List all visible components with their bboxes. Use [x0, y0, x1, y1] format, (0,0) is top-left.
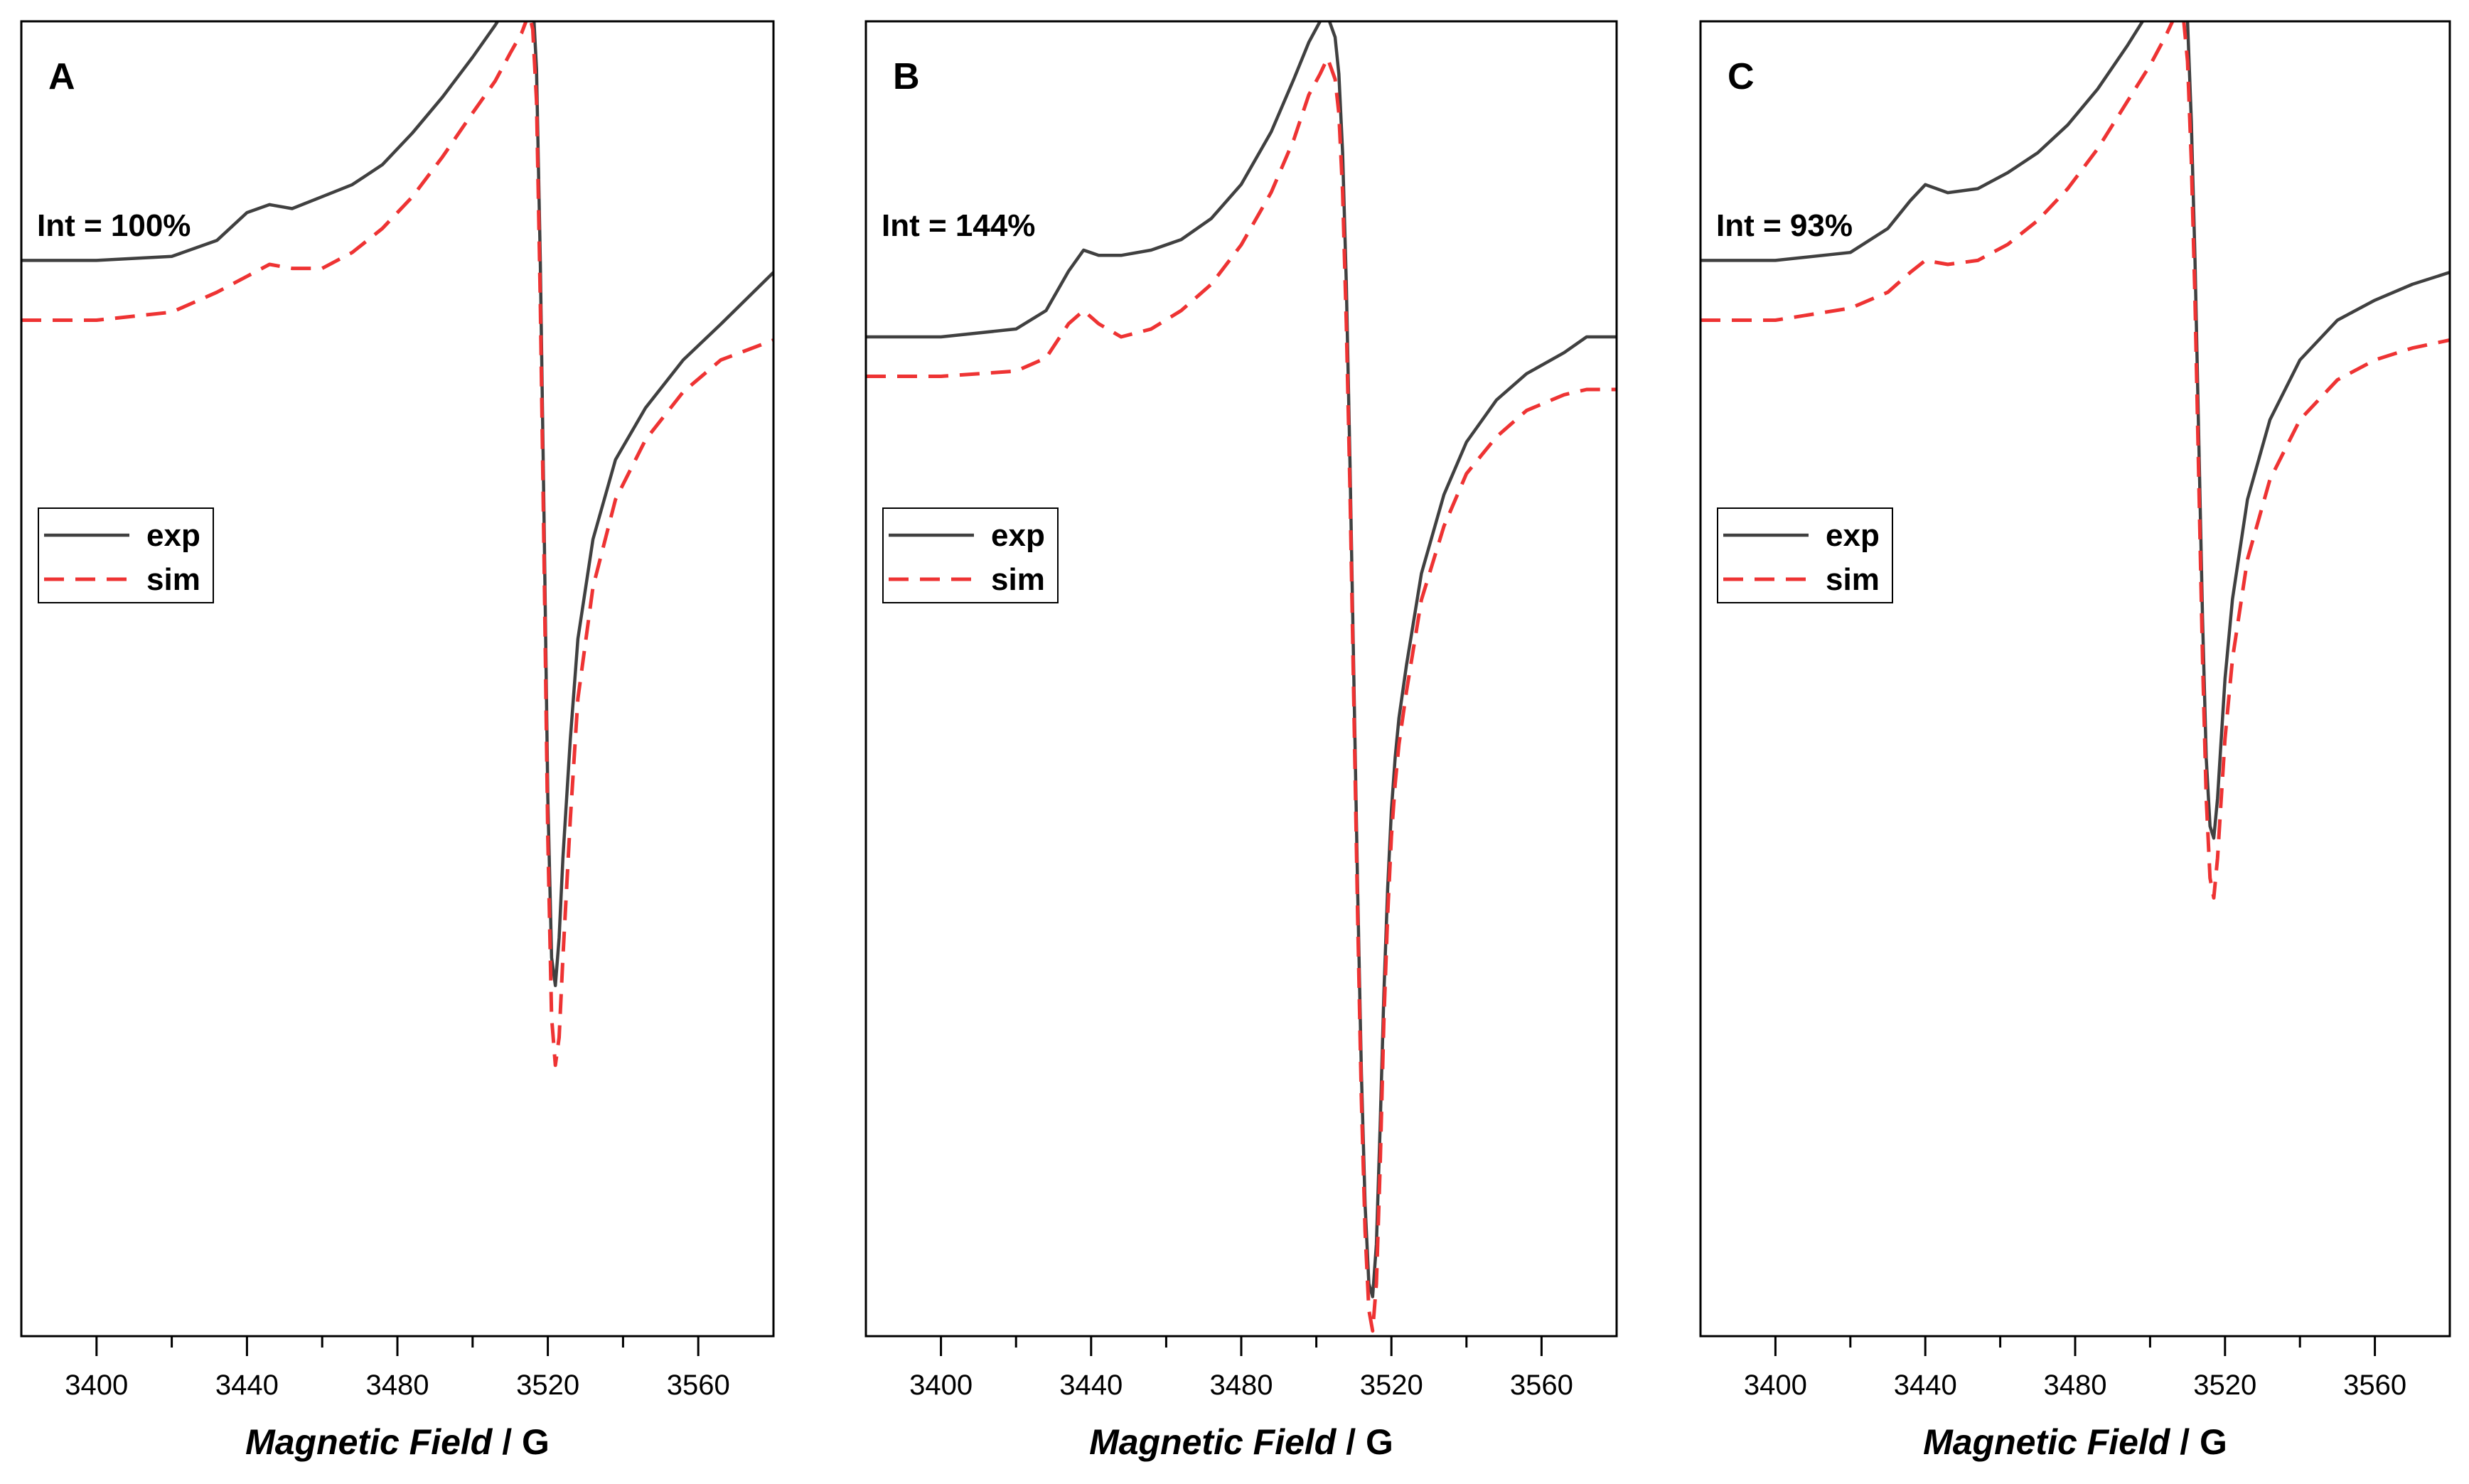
- x-tick-label: 3400: [1744, 1370, 1807, 1401]
- series-exp-line: [1701, 21, 2450, 840]
- intensity-annotation: Int = 144%: [882, 208, 1035, 243]
- legend: exp sim: [38, 507, 214, 603]
- x-axis-title: Magnetic Field / G: [1089, 1422, 1393, 1462]
- x-tick-label: 3520: [2193, 1370, 2256, 1401]
- x-tick-label: 3440: [1894, 1370, 1957, 1401]
- x-tick-label: 3400: [909, 1370, 973, 1401]
- intensity-annotation: Int = 100%: [37, 208, 191, 243]
- plot-area: [1701, 21, 2450, 900]
- series-sim-line: [21, 21, 773, 1068]
- panel-B: 3400 3440 3480 3520 3560 Magnetic Field / G B I…: [864, 20, 1618, 1462]
- legend-label-exp: exp: [991, 518, 1045, 553]
- x-tick-label: 3520: [516, 1370, 579, 1401]
- x-axis-title: Magnetic Field / G: [1923, 1422, 2227, 1462]
- legend-label-exp: exp: [1826, 518, 1880, 553]
- legend-box: [38, 507, 214, 603]
- panel-C: 3400 3440 3480 3520 3560 Magnetic Field / G C I…: [1699, 20, 2451, 1462]
- plot-area: [866, 21, 1617, 1333]
- legend: exp sim: [1717, 507, 1893, 603]
- panel-A: 3400 3440 3480 3520 3560 Magnetic Field / G A I…: [20, 20, 775, 1462]
- x-tick-label: 3560: [2343, 1370, 2406, 1401]
- x-tick-label: 3560: [667, 1370, 730, 1401]
- series-sim-line: [1701, 21, 2450, 900]
- legend-box: [1717, 507, 1893, 603]
- x-tick-label: 3520: [1360, 1370, 1423, 1401]
- x-tick-label: 3480: [1210, 1370, 1273, 1401]
- legend: exp sim: [882, 507, 1059, 603]
- plot-area: [21, 21, 773, 1068]
- series-sim-line: [866, 56, 1617, 1333]
- panel-label: A: [48, 56, 75, 97]
- x-tick-label: 3440: [1059, 1370, 1123, 1401]
- x-tick-label: 3440: [215, 1370, 279, 1401]
- panel-label: B: [893, 56, 920, 97]
- x-tick-label: 3400: [65, 1370, 128, 1401]
- x-tick-label: 3480: [366, 1370, 429, 1401]
- panel-label: C: [1728, 56, 1755, 97]
- x-tick-label: 3480: [2044, 1370, 2107, 1401]
- series-exp-line: [21, 21, 773, 987]
- legend-label-sim: sim: [1826, 562, 1880, 597]
- x-axis-title: Magnetic Field / G: [245, 1422, 550, 1462]
- legend-label-exp: exp: [146, 518, 200, 553]
- legend-label-sim: sim: [991, 562, 1045, 597]
- legend-box: [882, 507, 1059, 603]
- intensity-annotation: Int = 93%: [1716, 208, 1853, 243]
- x-tick-label: 3560: [1510, 1370, 1573, 1401]
- legend-label-sim: sim: [146, 562, 200, 597]
